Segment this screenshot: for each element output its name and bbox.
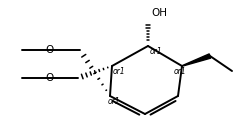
Text: O: O: [46, 73, 54, 83]
Text: OH: OH: [151, 8, 167, 18]
Text: or1: or1: [150, 47, 162, 56]
Text: or1: or1: [108, 97, 120, 106]
Text: or1: or1: [174, 67, 186, 76]
Text: or1: or1: [113, 67, 126, 76]
Polygon shape: [182, 54, 211, 66]
Text: O: O: [46, 45, 54, 55]
